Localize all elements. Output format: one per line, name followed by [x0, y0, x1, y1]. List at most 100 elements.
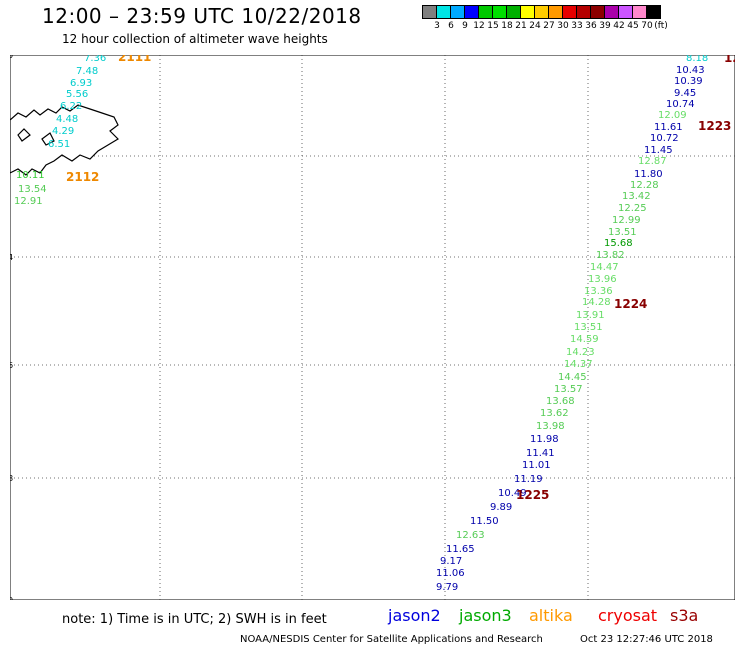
legend-item-jason3: jason3	[459, 606, 512, 625]
scale-swatch	[604, 5, 619, 19]
scale-swatch	[506, 5, 521, 19]
wave-height-label: 7.48	[76, 66, 98, 77]
wave-height-label: 6.93	[70, 78, 92, 89]
scale-label: 42	[613, 21, 625, 31]
wave-height-label: 13.36	[584, 286, 613, 297]
wave-height-label: 4.29	[52, 126, 74, 137]
wave-height-label: 14.59	[570, 334, 599, 345]
chart-subtitle: 12 hour collection of altimeter wave hei…	[62, 32, 328, 46]
pass-time-labels: 2111 2112 12 1223 1224 1225	[66, 55, 735, 502]
scale-swatch	[646, 5, 661, 19]
scale-swatch	[632, 5, 647, 19]
map-frame	[10, 55, 735, 600]
wave-height-label: 11.01	[522, 460, 551, 471]
wave-height-label: 12.99	[612, 215, 641, 226]
scale-swatch	[422, 5, 437, 19]
scale-label: 70	[641, 21, 653, 31]
scale-swatch	[492, 5, 507, 19]
wave-height-label: 13.82	[596, 250, 625, 261]
scale-label: 45	[627, 21, 639, 31]
pass-time-label: 1223	[698, 119, 731, 133]
wave-height-label: 6.22	[60, 101, 82, 112]
wave-height-label: 14.28	[582, 297, 611, 308]
scale-swatch	[520, 5, 535, 19]
pass-time-label: 1225	[516, 488, 549, 502]
wave-height-observations: 7.36 7.486.935.566.22 4.484.29 6.51 10.11 13.…	[14, 55, 708, 593]
scale-swatch	[478, 5, 493, 19]
wave-height-label: 11.80	[634, 169, 663, 180]
wave-height-label: 10.74	[666, 99, 695, 110]
chart-title: 12:00 – 23:59 UTC 10/22/2018	[42, 4, 362, 28]
scale-label: 24	[529, 21, 541, 31]
wave-height-label: 9.17	[440, 556, 462, 567]
pass-time-label: 12	[724, 55, 735, 65]
scale-swatch	[562, 5, 577, 19]
pass-time-label: 2112	[66, 170, 99, 184]
pass-time-label: 2111	[118, 55, 151, 64]
wave-height-label: 9.89	[490, 502, 512, 513]
wave-height-label: 13.54	[18, 184, 47, 195]
color-scale-swatches	[422, 5, 661, 19]
wave-height-label: 10.49	[498, 488, 527, 499]
scale-label: 39	[599, 21, 611, 31]
wave-height-label: 10.43	[676, 65, 705, 76]
lat-label: -50	[10, 55, 13, 60]
wave-height-label: 5.56	[66, 89, 88, 100]
wave-height-label: 12.63	[456, 530, 485, 541]
wave-height-label: 15.68	[604, 238, 633, 249]
wave-height-label: 13.42	[622, 191, 651, 202]
lat-label: -54	[10, 253, 13, 262]
scale-label: 3	[434, 21, 440, 31]
wave-height-label: 13.98	[536, 421, 565, 432]
scale-label: 30	[557, 21, 569, 31]
scale-label: 12	[473, 21, 485, 31]
wave-height-label: 11.65	[446, 544, 475, 555]
scale-label: 27	[543, 21, 555, 31]
wave-height-label: 11.98	[530, 434, 559, 445]
scale-label: 36	[585, 21, 597, 31]
legend-item-s3a: s3a	[670, 606, 699, 625]
wave-height-label: 13.68	[546, 396, 575, 407]
graticule: -50-52-54-56-58-60-57-54-51-48-45	[10, 55, 735, 600]
wave-height-label: 13.96	[588, 274, 617, 285]
wave-height-label: 11.19	[514, 474, 543, 485]
wave-height-label: 11.45	[644, 145, 673, 156]
scale-swatch	[618, 5, 633, 19]
legend-item-altika: altika	[529, 606, 573, 625]
wave-height-label: 8.18	[686, 55, 708, 64]
legend-item-cryosat: cryosat	[598, 606, 658, 625]
timestamp-text: Oct 23 12:27:46 UTC 2018	[580, 634, 713, 645]
wave-height-label: 10.11	[16, 170, 45, 181]
wave-height-label: 13.91	[576, 310, 605, 321]
wave-height-label: 11.50	[470, 516, 499, 527]
scale-label: 33	[571, 21, 583, 31]
pass-time-label: 1224	[614, 297, 647, 311]
lat-label: -58	[10, 474, 13, 483]
scale-swatch	[436, 5, 451, 19]
scale-swatch	[548, 5, 563, 19]
wave-height-label: 9.79	[436, 582, 458, 593]
scale-label: (ft)	[654, 21, 668, 31]
wave-height-label: 14.23	[566, 347, 595, 358]
wave-height-label: 13.57	[554, 384, 583, 395]
wave-height-label: 13.51	[608, 227, 637, 238]
wave-height-label: 11.06	[436, 568, 465, 579]
wave-height-label: 14.37	[564, 359, 593, 370]
wave-height-label: 13.62	[540, 408, 569, 419]
scale-label: 9	[462, 21, 468, 31]
map-plot: -50-52-54-56-58-60-57-54-51-48-45 7.367.…	[10, 55, 735, 600]
wave-height-label: 6.51	[48, 139, 70, 150]
falkland-islands-coastline	[10, 104, 119, 176]
wave-height-label: 11.41	[526, 448, 555, 459]
scale-label: 15	[487, 21, 499, 31]
wave-height-label: 11.61	[654, 122, 683, 133]
lat-label: -60	[10, 596, 13, 600]
scale-label: 18	[501, 21, 513, 31]
scale-label: 21	[515, 21, 527, 31]
wave-height-label: 7.36	[84, 55, 106, 64]
wave-height-label: 12.28	[630, 180, 659, 191]
wave-height-label: 12.09	[658, 110, 687, 121]
wave-height-label: 4.48	[56, 114, 78, 125]
scale-swatch	[464, 5, 479, 19]
color-scale: 3 6 9 12 15 18 21 24 27 30 33 36 39 42 45 70 (ft)	[422, 5, 668, 31]
